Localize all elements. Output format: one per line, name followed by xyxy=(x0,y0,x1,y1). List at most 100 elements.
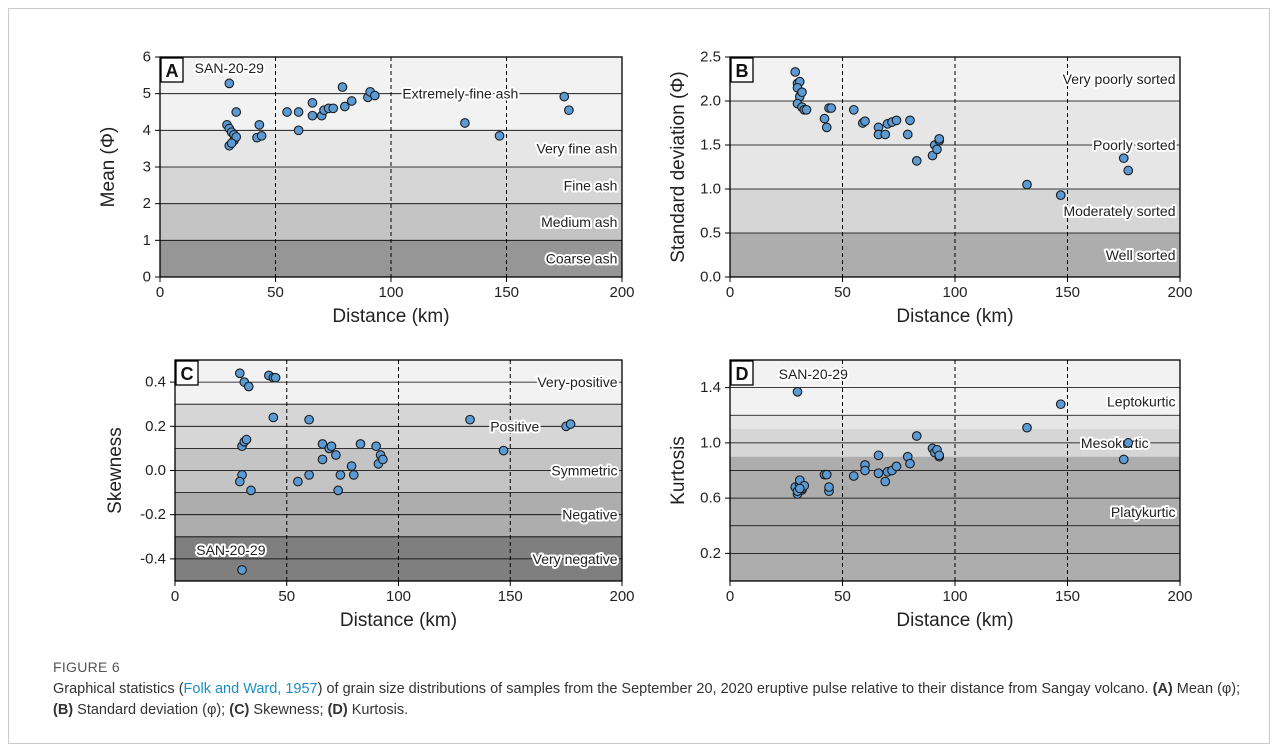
data-point xyxy=(905,115,915,126)
y-tick-label: 1.5 xyxy=(700,137,721,154)
x-axis-label: Distance (km) xyxy=(332,306,449,327)
x-axis-label: Distance (km) xyxy=(896,610,1013,631)
y-tick-label: 2 xyxy=(143,195,151,212)
data-point xyxy=(1055,190,1066,201)
data-point xyxy=(333,485,344,496)
class-label: Very negative xyxy=(533,551,618,567)
x-tick-label: 100 xyxy=(386,588,411,605)
data-point xyxy=(317,454,328,465)
class-label-halo: Coarse ash xyxy=(546,251,618,267)
sample-annotation-halo: SAN-20-29 xyxy=(195,60,264,76)
x-tick-label: 200 xyxy=(1167,588,1192,605)
data-point xyxy=(371,441,382,452)
x-tick-label: 100 xyxy=(942,284,967,301)
y-tick-label: 0.5 xyxy=(700,225,721,242)
caption-panel-d-label: (D) xyxy=(327,702,348,718)
panel-label: C xyxy=(181,364,194,384)
class-label: Fine ash xyxy=(564,177,618,193)
x-tick-label: 0 xyxy=(726,588,734,605)
y-tick-label: 5 xyxy=(143,85,151,102)
data-point xyxy=(246,485,256,496)
data-point xyxy=(335,470,346,480)
caption-text: Graphical statistics (Folk and Ward, 195… xyxy=(53,679,1253,721)
class-label-halo: Leptokurtic xyxy=(1107,393,1175,409)
y-tick-label: 1 xyxy=(143,232,151,249)
data-point xyxy=(880,476,891,487)
class-label: Positive xyxy=(490,418,539,434)
data-point xyxy=(1118,454,1129,465)
y-tick-label: 0.4 xyxy=(145,374,166,391)
data-point xyxy=(268,412,279,423)
data-point xyxy=(911,155,922,166)
data-point xyxy=(1118,153,1129,164)
data-point xyxy=(848,104,859,115)
panel-label: A xyxy=(166,61,179,81)
class-label: Symmetric xyxy=(551,463,617,479)
class-label-halo: Very fine ash xyxy=(536,141,617,157)
data-point xyxy=(848,471,859,481)
class-label-halo: Well sorted xyxy=(1106,247,1176,263)
sample-annotation: SAN-20-29 xyxy=(779,366,848,382)
sample-annotation-halo: SAN-20-29 xyxy=(196,542,265,558)
y-tick-label: 6 xyxy=(143,49,151,66)
x-tick-label: 200 xyxy=(1167,284,1192,301)
y-tick-label: 0.6 xyxy=(700,490,721,507)
caption-part: ) of grain size distributions of samples… xyxy=(317,681,1153,697)
data-point xyxy=(293,107,304,117)
data-point xyxy=(293,476,303,487)
class-label: Very-positive xyxy=(537,374,617,390)
caption-panel-d-text: Kurtosis. xyxy=(347,702,409,718)
sample-annotation-halo: SAN-20-29 xyxy=(779,366,848,382)
class-label: Very poorly sorted xyxy=(1063,71,1176,87)
x-tick-label: 0 xyxy=(171,588,179,605)
x-tick-label: 50 xyxy=(834,588,851,605)
data-point xyxy=(564,105,574,116)
panel-label: B xyxy=(736,61,749,81)
data-point xyxy=(282,107,292,117)
data-point xyxy=(902,129,913,140)
x-tick-label: 50 xyxy=(267,284,284,301)
data-point xyxy=(880,129,891,140)
figure-caption: FIGURE 6 Graphical statistics (Folk and … xyxy=(53,659,1253,721)
data-point xyxy=(1022,179,1032,190)
data-point xyxy=(378,454,388,465)
class-label: Extremely-fine ash xyxy=(402,86,518,102)
caption-panel-b-label: (B) xyxy=(53,702,74,718)
data-point xyxy=(307,110,318,121)
y-axis-label: Standard deviation (Φ) xyxy=(668,71,689,263)
data-point xyxy=(934,450,945,461)
data-point xyxy=(231,107,242,117)
y-axis-label: Kurtosis xyxy=(668,436,689,505)
data-point xyxy=(243,381,254,392)
y-tick-label: 4 xyxy=(143,122,151,139)
class-label: Well sorted xyxy=(1106,247,1176,263)
class-label-halo: Very poorly sorted xyxy=(1063,71,1176,87)
data-point xyxy=(792,386,803,397)
y-tick-label: 0.0 xyxy=(145,462,166,479)
x-tick-label: 150 xyxy=(1055,284,1080,301)
caption-reference-link[interactable]: Folk and Ward, 1957 xyxy=(183,681,318,697)
y-tick-label: 0.0 xyxy=(700,269,721,286)
panel-label-box xyxy=(730,57,754,83)
x-tick-label: 200 xyxy=(609,284,634,301)
class-label-halo: Platykurtic xyxy=(1111,504,1176,520)
data-point xyxy=(565,419,576,429)
caption-panel-c-text: Skewness; xyxy=(249,702,328,718)
x-axis-label: Distance (km) xyxy=(896,306,1013,327)
data-point xyxy=(224,78,235,89)
data-point xyxy=(794,483,805,494)
class-label-halo: Mesokurtic xyxy=(1081,435,1149,451)
data-point xyxy=(905,458,915,469)
data-point xyxy=(1055,399,1066,410)
data-point xyxy=(237,565,247,575)
x-tick-label: 100 xyxy=(378,284,403,301)
class-label-halo: Very negative xyxy=(533,551,618,567)
data-point xyxy=(355,439,366,449)
data-point xyxy=(326,441,337,452)
y-tick-label: 0.2 xyxy=(145,418,166,435)
data-point xyxy=(234,476,245,487)
y-axis-label: Skewness xyxy=(105,427,126,514)
data-point xyxy=(254,119,265,130)
